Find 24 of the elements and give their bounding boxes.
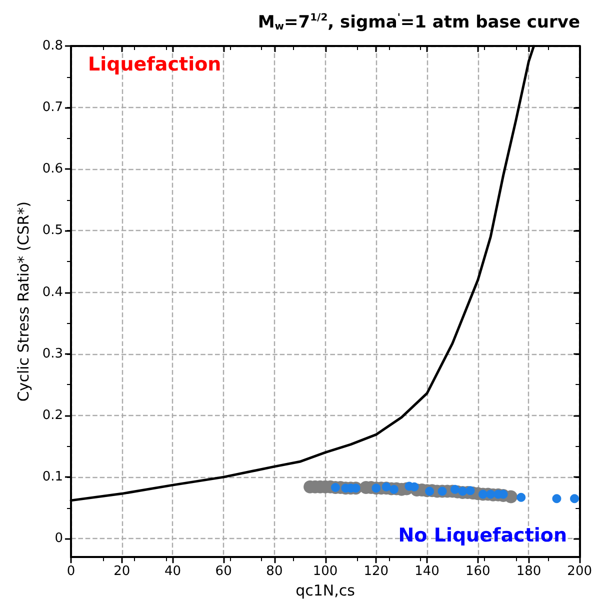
x-tick-label: 60	[215, 564, 232, 580]
annotation: Liquefaction	[88, 54, 222, 76]
y-tick-label: 0.7	[42, 100, 63, 116]
y-tick-label: 0.4	[42, 284, 63, 300]
y-tick-label: 0	[54, 531, 63, 546]
y-tick-label: 0.5	[42, 223, 63, 238]
x-tick-label: 80	[266, 564, 283, 580]
y-tick-label: 0.1	[42, 470, 63, 485]
y-tick-label: 0.2	[42, 408, 63, 423]
annotation: No Liquefaction	[398, 524, 568, 546]
x-tick-label: 0	[66, 564, 76, 580]
x-tick-label: 200	[567, 564, 592, 580]
x-axis-title: qc1N,cs	[296, 582, 356, 600]
x-tick-label: 140	[414, 564, 440, 580]
x-tick-label: 180	[516, 564, 542, 580]
y-tick-label: 0.8	[42, 38, 63, 54]
x-tick-label: 100	[312, 564, 338, 580]
y-axis-title: Cyclic Stress Ratio* (CSR*)	[14, 201, 32, 402]
y-tick-label: 0.6	[42, 162, 63, 177]
x-tick-label: 20	[114, 564, 130, 580]
x-tick-label: 160	[465, 564, 490, 580]
y-tick-label: 0.3	[42, 346, 63, 362]
x-tick-label: 120	[364, 564, 389, 580]
x-tick-label: 40	[164, 564, 181, 580]
